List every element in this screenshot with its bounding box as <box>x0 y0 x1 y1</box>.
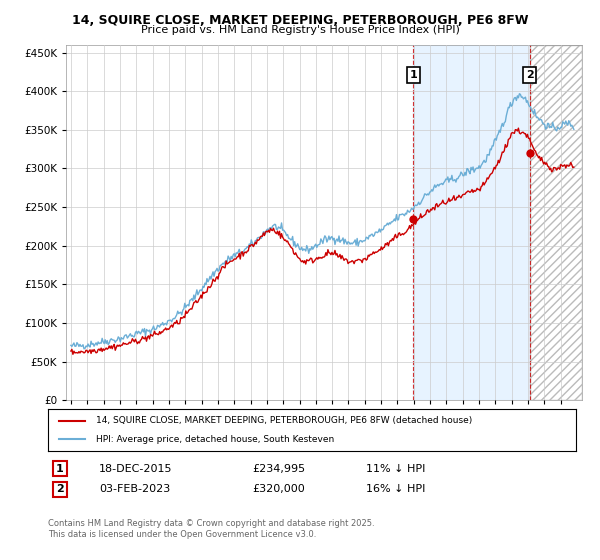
Text: 14, SQUIRE CLOSE, MARKET DEEPING, PETERBOROUGH, PE6 8FW (detached house): 14, SQUIRE CLOSE, MARKET DEEPING, PETERB… <box>95 416 472 425</box>
Bar <box>530 45 582 400</box>
Text: Contains HM Land Registry data © Crown copyright and database right 2025.
This d: Contains HM Land Registry data © Crown c… <box>48 520 374 539</box>
Text: HPI: Average price, detached house, South Kesteven: HPI: Average price, detached house, Sout… <box>95 435 334 444</box>
Text: £234,995: £234,995 <box>252 464 305 474</box>
Text: 03-FEB-2023: 03-FEB-2023 <box>99 484 170 494</box>
Bar <box>530 45 582 400</box>
Text: 1: 1 <box>409 70 417 80</box>
Text: 16% ↓ HPI: 16% ↓ HPI <box>366 484 425 494</box>
Text: 18-DEC-2015: 18-DEC-2015 <box>99 464 173 474</box>
Text: 2: 2 <box>526 70 533 80</box>
Text: 11% ↓ HPI: 11% ↓ HPI <box>366 464 425 474</box>
Text: 1: 1 <box>56 464 64 474</box>
Text: 2: 2 <box>56 484 64 494</box>
Bar <box>413 45 530 400</box>
Text: £320,000: £320,000 <box>252 484 305 494</box>
Text: 14, SQUIRE CLOSE, MARKET DEEPING, PETERBOROUGH, PE6 8FW: 14, SQUIRE CLOSE, MARKET DEEPING, PETERB… <box>72 14 528 27</box>
Text: Price paid vs. HM Land Registry's House Price Index (HPI): Price paid vs. HM Land Registry's House … <box>140 25 460 35</box>
